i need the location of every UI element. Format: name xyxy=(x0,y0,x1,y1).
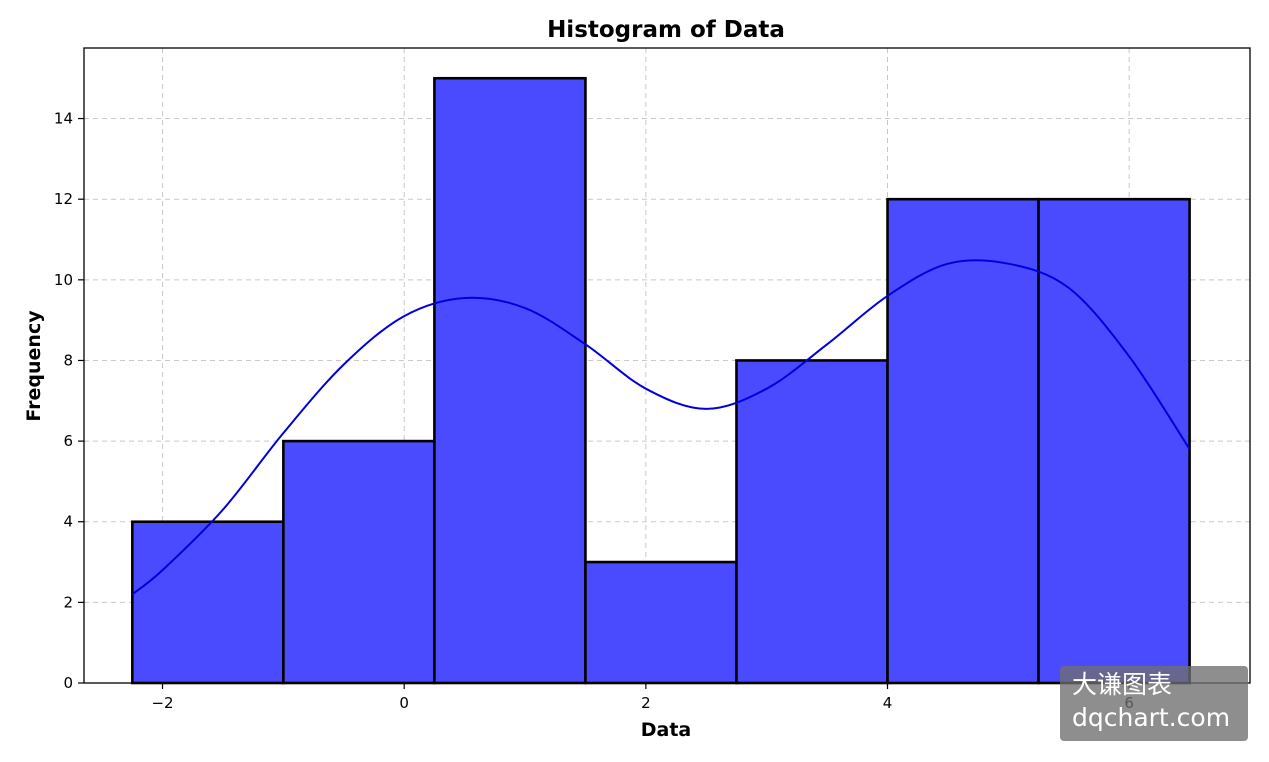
histogram-bar xyxy=(886,197,1040,685)
x-tick-label: 4 xyxy=(883,694,893,712)
y-axis-label: Frequency xyxy=(23,310,45,422)
watermark-text-line2: dqchart.com xyxy=(1072,703,1231,732)
histogram-bar xyxy=(735,359,889,685)
x-axis-ticks: −20246 xyxy=(151,683,1134,712)
x-axis-label: Data xyxy=(641,719,692,741)
histogram-bar xyxy=(282,439,436,685)
y-tick-label: 8 xyxy=(63,351,73,369)
y-tick-label: 10 xyxy=(54,271,73,289)
x-tick-label: −2 xyxy=(151,694,173,712)
y-tick-label: 2 xyxy=(63,593,73,611)
histogram-bar xyxy=(131,520,285,685)
density-curve xyxy=(131,259,1191,596)
y-axis-ticks: 0 2 4 6 8 10 12 14 xyxy=(54,110,84,692)
y-tick-label: 4 xyxy=(63,513,73,531)
chart-title: Histogram of Data xyxy=(547,17,785,43)
x-tick-label: 0 xyxy=(399,694,409,712)
y-tick-label: 0 xyxy=(63,674,73,692)
watermark-badge: 大谦图表 dqchart.com xyxy=(1060,666,1248,741)
histogram-bar xyxy=(433,76,587,685)
histogram-bar xyxy=(584,560,738,685)
histogram-bars xyxy=(131,76,1191,685)
x-tick-label: 2 xyxy=(641,694,651,712)
y-tick-label: 12 xyxy=(54,190,73,208)
y-tick-label: 14 xyxy=(54,110,73,128)
plot-frame xyxy=(83,47,1251,684)
histogram-bar xyxy=(1037,197,1191,685)
watermark-text-line1: 大谦图表 xyxy=(1072,670,1173,699)
y-tick-label: 6 xyxy=(63,432,73,450)
